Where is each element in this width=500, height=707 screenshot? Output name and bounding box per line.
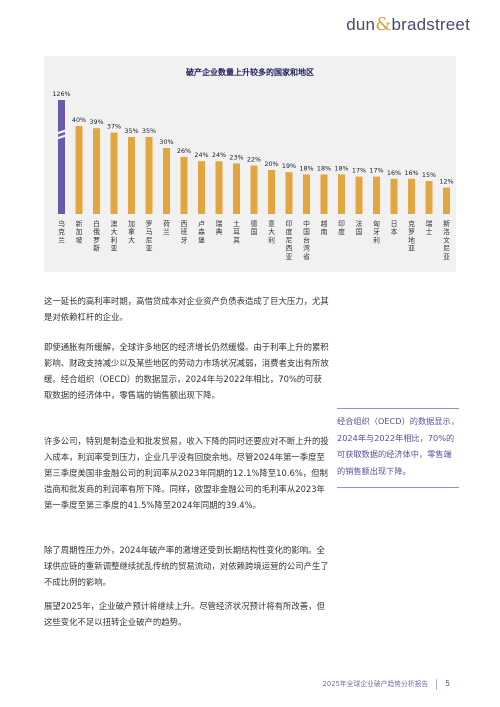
bar-5 bbox=[145, 137, 153, 214]
bar-14 bbox=[303, 174, 310, 214]
category-label-14: 中国台湾省 bbox=[303, 219, 310, 261]
category-label-10: 土耳其 bbox=[233, 219, 240, 244]
data-label-4: 35% bbox=[124, 127, 138, 135]
bar-12 bbox=[268, 170, 275, 214]
category-label-5: 罗马尼亚 bbox=[146, 220, 153, 253]
data-label-14: 18% bbox=[299, 164, 313, 172]
category-label-13: 印度尼西亚 bbox=[286, 220, 293, 261]
category-label-21: 瑞士 bbox=[426, 219, 433, 236]
data-label-9: 24% bbox=[212, 151, 226, 159]
category-label-8: 卢森堡 bbox=[198, 219, 205, 244]
data-label-8: 24% bbox=[194, 151, 208, 159]
data-label-1: 40% bbox=[72, 116, 86, 124]
data-label-0: 126% bbox=[52, 90, 70, 98]
category-label-17: 法国 bbox=[356, 219, 363, 236]
category-label-16: 印度 bbox=[338, 220, 345, 236]
page-number: 5 bbox=[445, 679, 450, 688]
brand-prefix: dun bbox=[346, 15, 376, 34]
data-label-3: 37% bbox=[107, 123, 121, 131]
brand-ampersand: & bbox=[375, 14, 392, 35]
brand-suffix: bradstreet bbox=[391, 15, 470, 34]
bar-4 bbox=[128, 137, 135, 214]
bar-22 bbox=[443, 187, 450, 214]
footer-divider bbox=[436, 678, 438, 690]
bar-19 bbox=[390, 178, 398, 214]
paragraph-1: 这一延长的高利率时期，高借贷成本对企业资产负债表造成了巨大压力，尤其是对依赖杠杆… bbox=[44, 296, 329, 322]
chart-title: 破产企业数量上升较多的国家和地区 bbox=[186, 68, 314, 77]
footer-report-title: 2025年全球企业破产趋势分析报告 bbox=[322, 680, 429, 688]
category-label-0: 乌克兰 bbox=[58, 219, 65, 244]
category-label-9: 瑞典 bbox=[216, 219, 223, 236]
category-label-19: 日本 bbox=[391, 220, 398, 236]
data-label-12: 20% bbox=[264, 160, 278, 168]
bar-9 bbox=[215, 161, 223, 214]
bar-11 bbox=[250, 165, 258, 214]
bar-20 bbox=[408, 178, 415, 214]
bar-16 bbox=[338, 174, 345, 214]
category-label-18: 匈牙利 bbox=[373, 219, 380, 244]
data-label-13: 19% bbox=[282, 162, 296, 170]
bar-15 bbox=[320, 174, 328, 214]
data-label-6: 30% bbox=[159, 138, 173, 146]
data-label-21: 15% bbox=[422, 171, 436, 179]
data-label-2: 39% bbox=[89, 118, 103, 126]
bar-13 bbox=[285, 172, 293, 214]
bar-2 bbox=[93, 128, 100, 214]
bar-6 bbox=[163, 148, 170, 214]
data-label-10: 23% bbox=[229, 153, 243, 161]
data-label-16: 18% bbox=[334, 164, 348, 172]
data-label-20: 16% bbox=[404, 169, 418, 177]
category-label-12: 意大利 bbox=[268, 219, 275, 244]
page-footer: 2025年全球企业破产趋势分析报告 5 bbox=[323, 678, 450, 690]
category-label-2: 白俄罗斯 bbox=[93, 219, 100, 253]
data-label-19: 16% bbox=[387, 169, 401, 177]
bar-chart: 126% 乌克兰 40% 新加坡 39% 白俄罗斯 37% 澳大利亚 35% 加拿大 35% 罗马尼亚… bbox=[52, 90, 453, 261]
category-label-11: 德国 bbox=[251, 219, 258, 236]
bar-21 bbox=[425, 181, 433, 214]
category-label-1: 新加坡 bbox=[76, 219, 83, 244]
bar-1 bbox=[75, 126, 83, 214]
bar-18 bbox=[373, 176, 380, 214]
axis-break-mark-1 bbox=[55, 133, 68, 140]
data-label-7: 26% bbox=[177, 147, 191, 155]
paragraph-3: 许多公司，特别是制造业和批发贸易，收入下降的同时还要应对不断上升的投入成本，利润… bbox=[44, 436, 329, 510]
paragraph-2: 即使通胀有所缓解，全球许多地区的经济增长仍然缓慢。由于利率上升的累积影响、财政支… bbox=[44, 342, 329, 400]
paragraph-4: 除了周期性压力外，2024年破产率的激增还受到长期结构性变化的影响。全球供应链的… bbox=[44, 545, 329, 587]
bar-0 bbox=[58, 100, 65, 214]
category-label-3: 澳大利亚 bbox=[111, 219, 118, 253]
paragraph-5: 展望2025年，企业破产预计将继续上升。尽管经济状况预计将有所改善，但这些变化不… bbox=[44, 601, 325, 627]
category-label-15: 越南 bbox=[321, 219, 328, 236]
data-label-5: 35% bbox=[142, 127, 156, 135]
callout-quote: 经合组织（OECD）的数据显示，2024年与2022年相比，70%的可获取数据的… bbox=[337, 408, 459, 488]
data-label-11: 22% bbox=[247, 156, 261, 164]
category-label-20: 克罗地亚 bbox=[408, 220, 415, 253]
data-label-15: 18% bbox=[317, 164, 331, 172]
bar-3 bbox=[110, 132, 118, 214]
bar-7 bbox=[180, 156, 188, 214]
data-label-22: 12% bbox=[439, 178, 453, 186]
bar-10 bbox=[233, 163, 240, 214]
brand-logo: dun&bradstreet bbox=[346, 14, 470, 35]
axis-break-mark-0 bbox=[55, 128, 68, 135]
data-label-17: 17% bbox=[352, 167, 366, 175]
category-label-4: 加拿大 bbox=[128, 219, 135, 244]
data-label-18: 17% bbox=[369, 167, 383, 175]
category-label-6: 荷兰 bbox=[163, 219, 170, 236]
category-label-7: 西班牙 bbox=[181, 220, 188, 244]
chart-panel: 破产企业数量上升较多的国家和地区 126% 乌克兰 40% 新加坡 39% 白俄罗斯 37%… bbox=[44, 56, 456, 272]
category-label-22: 斯洛文尼亚 bbox=[443, 219, 450, 261]
bar-8 bbox=[198, 161, 205, 214]
bar-17 bbox=[355, 176, 363, 214]
